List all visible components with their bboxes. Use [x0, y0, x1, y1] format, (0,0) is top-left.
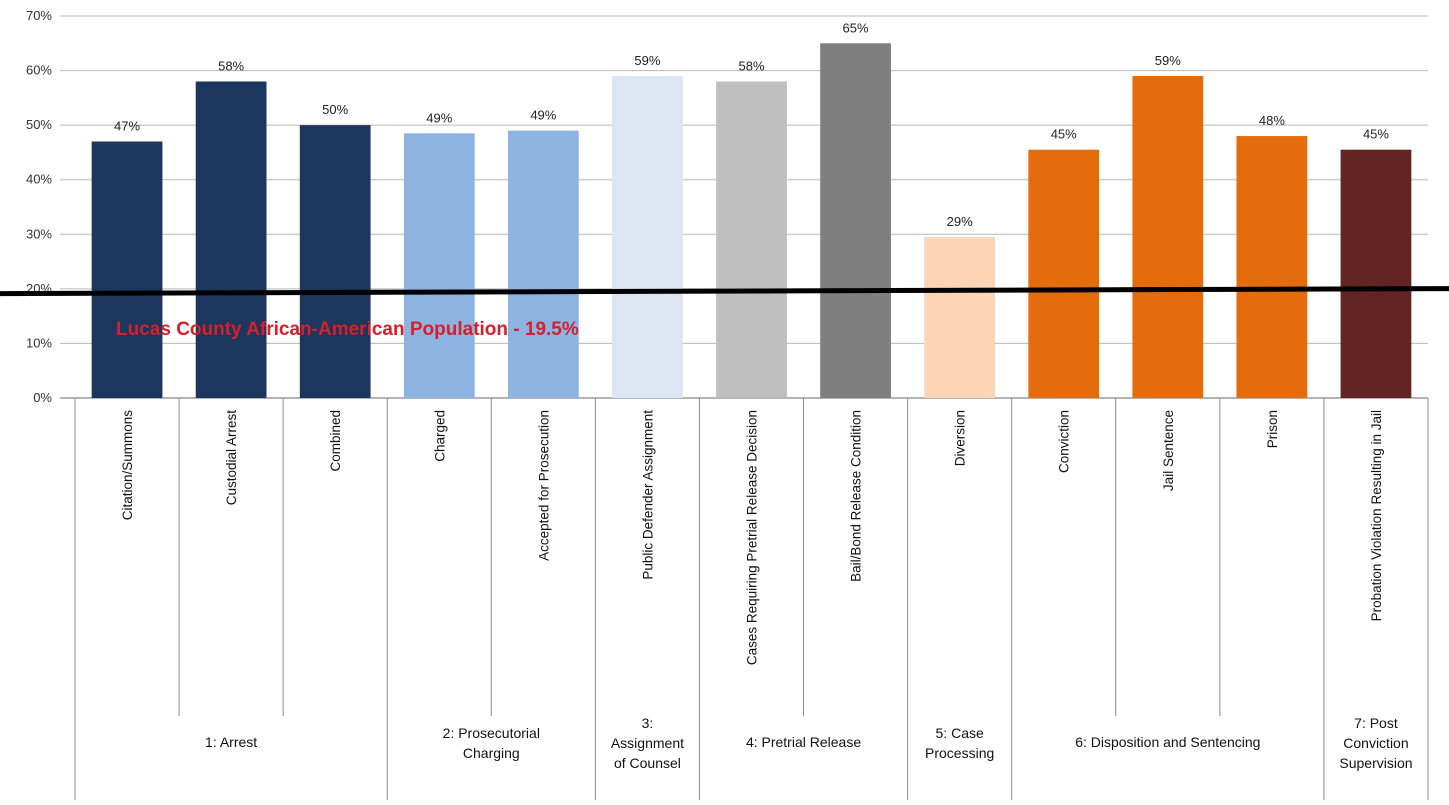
- bar: [195, 81, 267, 398]
- category-label: Conviction: [1057, 410, 1072, 473]
- y-tick-label: 50%: [26, 117, 52, 132]
- bar: [820, 43, 891, 399]
- value-label: 58%: [738, 58, 764, 73]
- reference-line-label: Lucas County African-American Population…: [116, 319, 579, 340]
- group-label: 6: Disposition and Sentencing: [1075, 734, 1260, 750]
- category-label: Accepted for Prosecution: [536, 410, 551, 561]
- y-tick-label: 40%: [26, 172, 52, 187]
- value-label: 58%: [218, 58, 244, 73]
- value-label: 49%: [426, 110, 452, 125]
- y-tick-label: 30%: [26, 226, 52, 241]
- bar: [403, 133, 475, 399]
- bars: [91, 43, 1412, 399]
- value-label: 29%: [947, 214, 973, 229]
- category-label: Bail/Bond Release Condition: [849, 410, 864, 582]
- group-label: 5: Case: [936, 725, 984, 741]
- group-label: 3:: [642, 715, 654, 731]
- x-axis: [74, 398, 1429, 800]
- value-label: 59%: [1155, 53, 1181, 68]
- category-label: Custodial Arrest: [224, 410, 239, 506]
- value-labels: 47% 58% 50% 49% 49% 59% 58% 65% 29% 45% 59% 48% 45%: [114, 20, 1389, 229]
- value-label: 45%: [1363, 127, 1389, 142]
- value-label: 49%: [530, 108, 556, 123]
- group-label: 1: Arrest: [205, 734, 257, 750]
- category-label: Prison: [1265, 410, 1280, 448]
- value-label: 47%: [114, 119, 140, 134]
- group-label: 7: Post: [1354, 715, 1398, 731]
- y-tick-label: 70%: [26, 8, 52, 23]
- value-label: 59%: [634, 53, 660, 68]
- bar: [1236, 136, 1308, 399]
- category-label: Jail Sentence: [1161, 410, 1176, 491]
- group-label: 4: Pretrial Release: [746, 734, 861, 750]
- bar: [299, 125, 371, 399]
- value-label: 50%: [322, 102, 348, 117]
- y-tick-label: 0%: [33, 390, 52, 405]
- population-reference-line: [0, 286, 1449, 297]
- group-label: Assignment: [611, 735, 684, 751]
- bar: [716, 81, 787, 398]
- category-label: Citation/Summons: [120, 410, 135, 521]
- reference-line-group: Lucas County African-American Population…: [0, 286, 1449, 340]
- category-label: Diversion: [953, 410, 968, 466]
- bar: [91, 141, 163, 398]
- y-tick-label: 60%: [26, 63, 52, 78]
- bar: [1028, 149, 1100, 398]
- group-label: Processing: [925, 745, 994, 761]
- y-axis-tick-labels: 0%10%20%30%40%50%60%70%: [26, 8, 52, 405]
- bar: [1132, 76, 1204, 399]
- group-label: 2: Prosecutorial: [443, 725, 540, 741]
- category-label: Combined: [328, 410, 343, 472]
- category-label: Public Defender Assignment: [640, 410, 655, 580]
- group-label: Supervision: [1339, 755, 1412, 771]
- category-labels: Citation/Summons Custodial Arrest Combined…: [120, 410, 1384, 665]
- group-label: of Counsel: [614, 755, 681, 771]
- value-label: 48%: [1259, 113, 1285, 128]
- group-label: Conviction: [1343, 735, 1408, 751]
- y-tick-label: 10%: [26, 335, 52, 350]
- bar: [507, 130, 579, 398]
- category-label: Probation Violation Resulting in Jail: [1369, 410, 1384, 621]
- category-label: Cases Requiring Pretrial Release Decisio…: [745, 410, 760, 665]
- value-label: 45%: [1051, 127, 1077, 142]
- bar: [612, 76, 683, 399]
- group-label: Charging: [463, 745, 520, 761]
- value-label: 65%: [843, 20, 869, 35]
- bar: [924, 237, 996, 398]
- category-label: Charged: [432, 410, 447, 462]
- bar: [1340, 149, 1412, 398]
- group-labels: 1: Arrest 2: Prosecutorial Charging 3: Assig…: [205, 715, 1412, 771]
